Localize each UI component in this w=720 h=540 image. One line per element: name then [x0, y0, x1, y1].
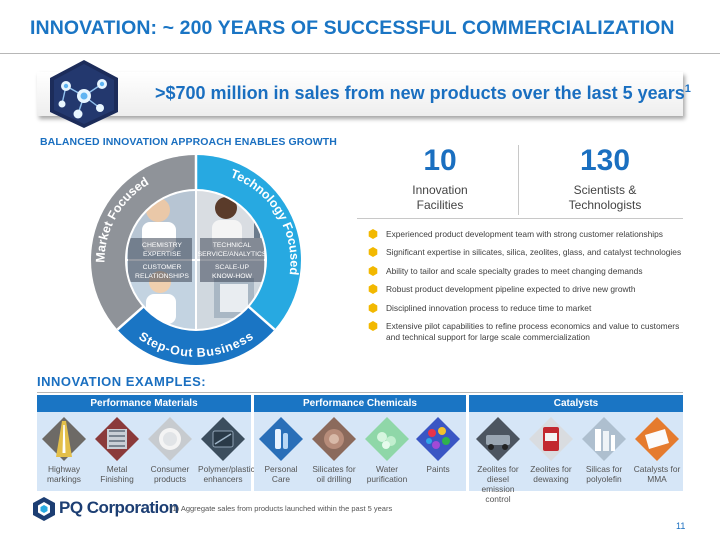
quadrant-label: RELATIONSHIPS — [135, 273, 189, 280]
example-item: Silicates for oil drilling — [309, 417, 359, 484]
stat-scientists: 130 Scientists & Technologists — [545, 145, 665, 213]
example-item: Zeolites for dewaxing — [526, 417, 576, 484]
example-item: Metal Finishing — [92, 417, 142, 484]
performance-chemicals-panel: Performance Chemicals Personal Care Sili… — [254, 395, 466, 491]
personal-care-icon — [259, 417, 303, 461]
paints-icon — [416, 417, 460, 461]
hexagon-bullet-icon — [368, 247, 378, 258]
hexagon-bullet-icon — [368, 229, 378, 239]
example-item: Highway markings — [39, 417, 89, 484]
innovation-wheel-diagram: CHEMISTRY EXPERTISE TECHNICAL SERVICE/AN… — [91, 155, 301, 365]
stat-label: Scientists & Technologists — [568, 183, 642, 212]
stat-label: Innovation Facilities — [412, 183, 468, 212]
capabilities-list: Experienced product development team wit… — [368, 229, 688, 350]
quadrant-label: SCALE-UP — [215, 264, 249, 271]
dewaxing-icon — [529, 417, 573, 461]
banner-text: >$700 million in sales from new products… — [155, 83, 691, 103]
quadrant-label: CHEMISTRY — [142, 242, 182, 249]
group-title: Performance Materials — [37, 395, 251, 412]
polyolefin-icon — [582, 417, 626, 461]
list-item: Experienced product development team wit… — [368, 229, 688, 240]
example-item: Zeolites for diesel emission control — [473, 417, 523, 504]
hexagon-bullet-icon — [368, 302, 378, 313]
list-item: Ability to tailor and scale specialty gr… — [368, 265, 688, 277]
performance-materials-panel: Performance Materials Highway markings M… — [37, 395, 259, 491]
stat-underline — [357, 218, 683, 219]
title-divider — [0, 53, 720, 54]
examples-divider — [37, 392, 683, 393]
example-item: Silicas for polyolefin — [579, 417, 629, 484]
example-item: Catalysts for MMA — [632, 417, 682, 484]
water-icon — [365, 417, 409, 461]
consumer-products-icon — [148, 417, 192, 461]
list-item: Extensive pilot capabilities to refine p… — [368, 320, 688, 343]
hexagon-bullet-icon — [368, 265, 378, 276]
examples-heading: INNOVATION EXAMPLES: — [37, 374, 207, 389]
diesel-icon — [476, 417, 520, 461]
catalysts-panel: Catalysts Zeolites for diesel emission c… — [469, 395, 683, 504]
footnote: (1) Aggregate sales from products launch… — [170, 504, 393, 513]
list-item: Significant expertise in silicates, sili… — [368, 247, 688, 258]
mma-icon — [635, 417, 679, 461]
list-item: Robust product development pipeline expe… — [368, 284, 688, 295]
polymer-icon — [201, 417, 245, 461]
example-item: Water purification — [362, 417, 412, 484]
quadrant-label: KNOW-HOW — [212, 273, 252, 280]
group-title: Performance Chemicals — [254, 395, 466, 412]
stat-value: 10 — [423, 144, 457, 177]
hexagon-bullet-icon — [368, 284, 378, 295]
example-item: Polymer/plastics enhancers — [198, 417, 259, 484]
page-title: INNOVATION: ~ 200 YEARS OF SUCCESSFUL CO… — [30, 17, 675, 39]
example-item: Consumer products — [145, 417, 195, 484]
stat-value: 130 — [579, 144, 631, 177]
hexagon-bullet-icon — [368, 320, 378, 331]
sales-banner: >$700 million in sales from new products… — [37, 72, 691, 116]
molecule-icon — [50, 60, 118, 128]
quadrant-label: SERVICE/ANALYTICS — [198, 251, 267, 258]
approach-heading: BALANCED INNOVATION APPROACH ENABLES GRO… — [40, 136, 337, 148]
example-item: Paints — [413, 417, 463, 474]
group-title: Catalysts — [469, 395, 683, 412]
quadrant-label: CUSTOMER — [143, 264, 182, 271]
page-number: 11 — [676, 521, 686, 531]
list-item: Disciplined innovation process to reduce… — [368, 302, 688, 314]
quadrant-label: TECHNICAL — [213, 242, 252, 249]
stat-divider — [518, 145, 519, 215]
metal-finishing-icon — [95, 417, 139, 461]
pq-corporation-logo: PQ Corporation — [33, 497, 179, 521]
highway-icon — [42, 417, 86, 461]
example-item: Personal Care — [256, 417, 306, 484]
pq-logo-icon — [33, 497, 55, 521]
oil-drilling-icon — [312, 417, 356, 461]
stat-facilities: 10 Innovation Facilities — [385, 145, 495, 213]
quadrant-label: EXPERTISE — [143, 251, 181, 258]
